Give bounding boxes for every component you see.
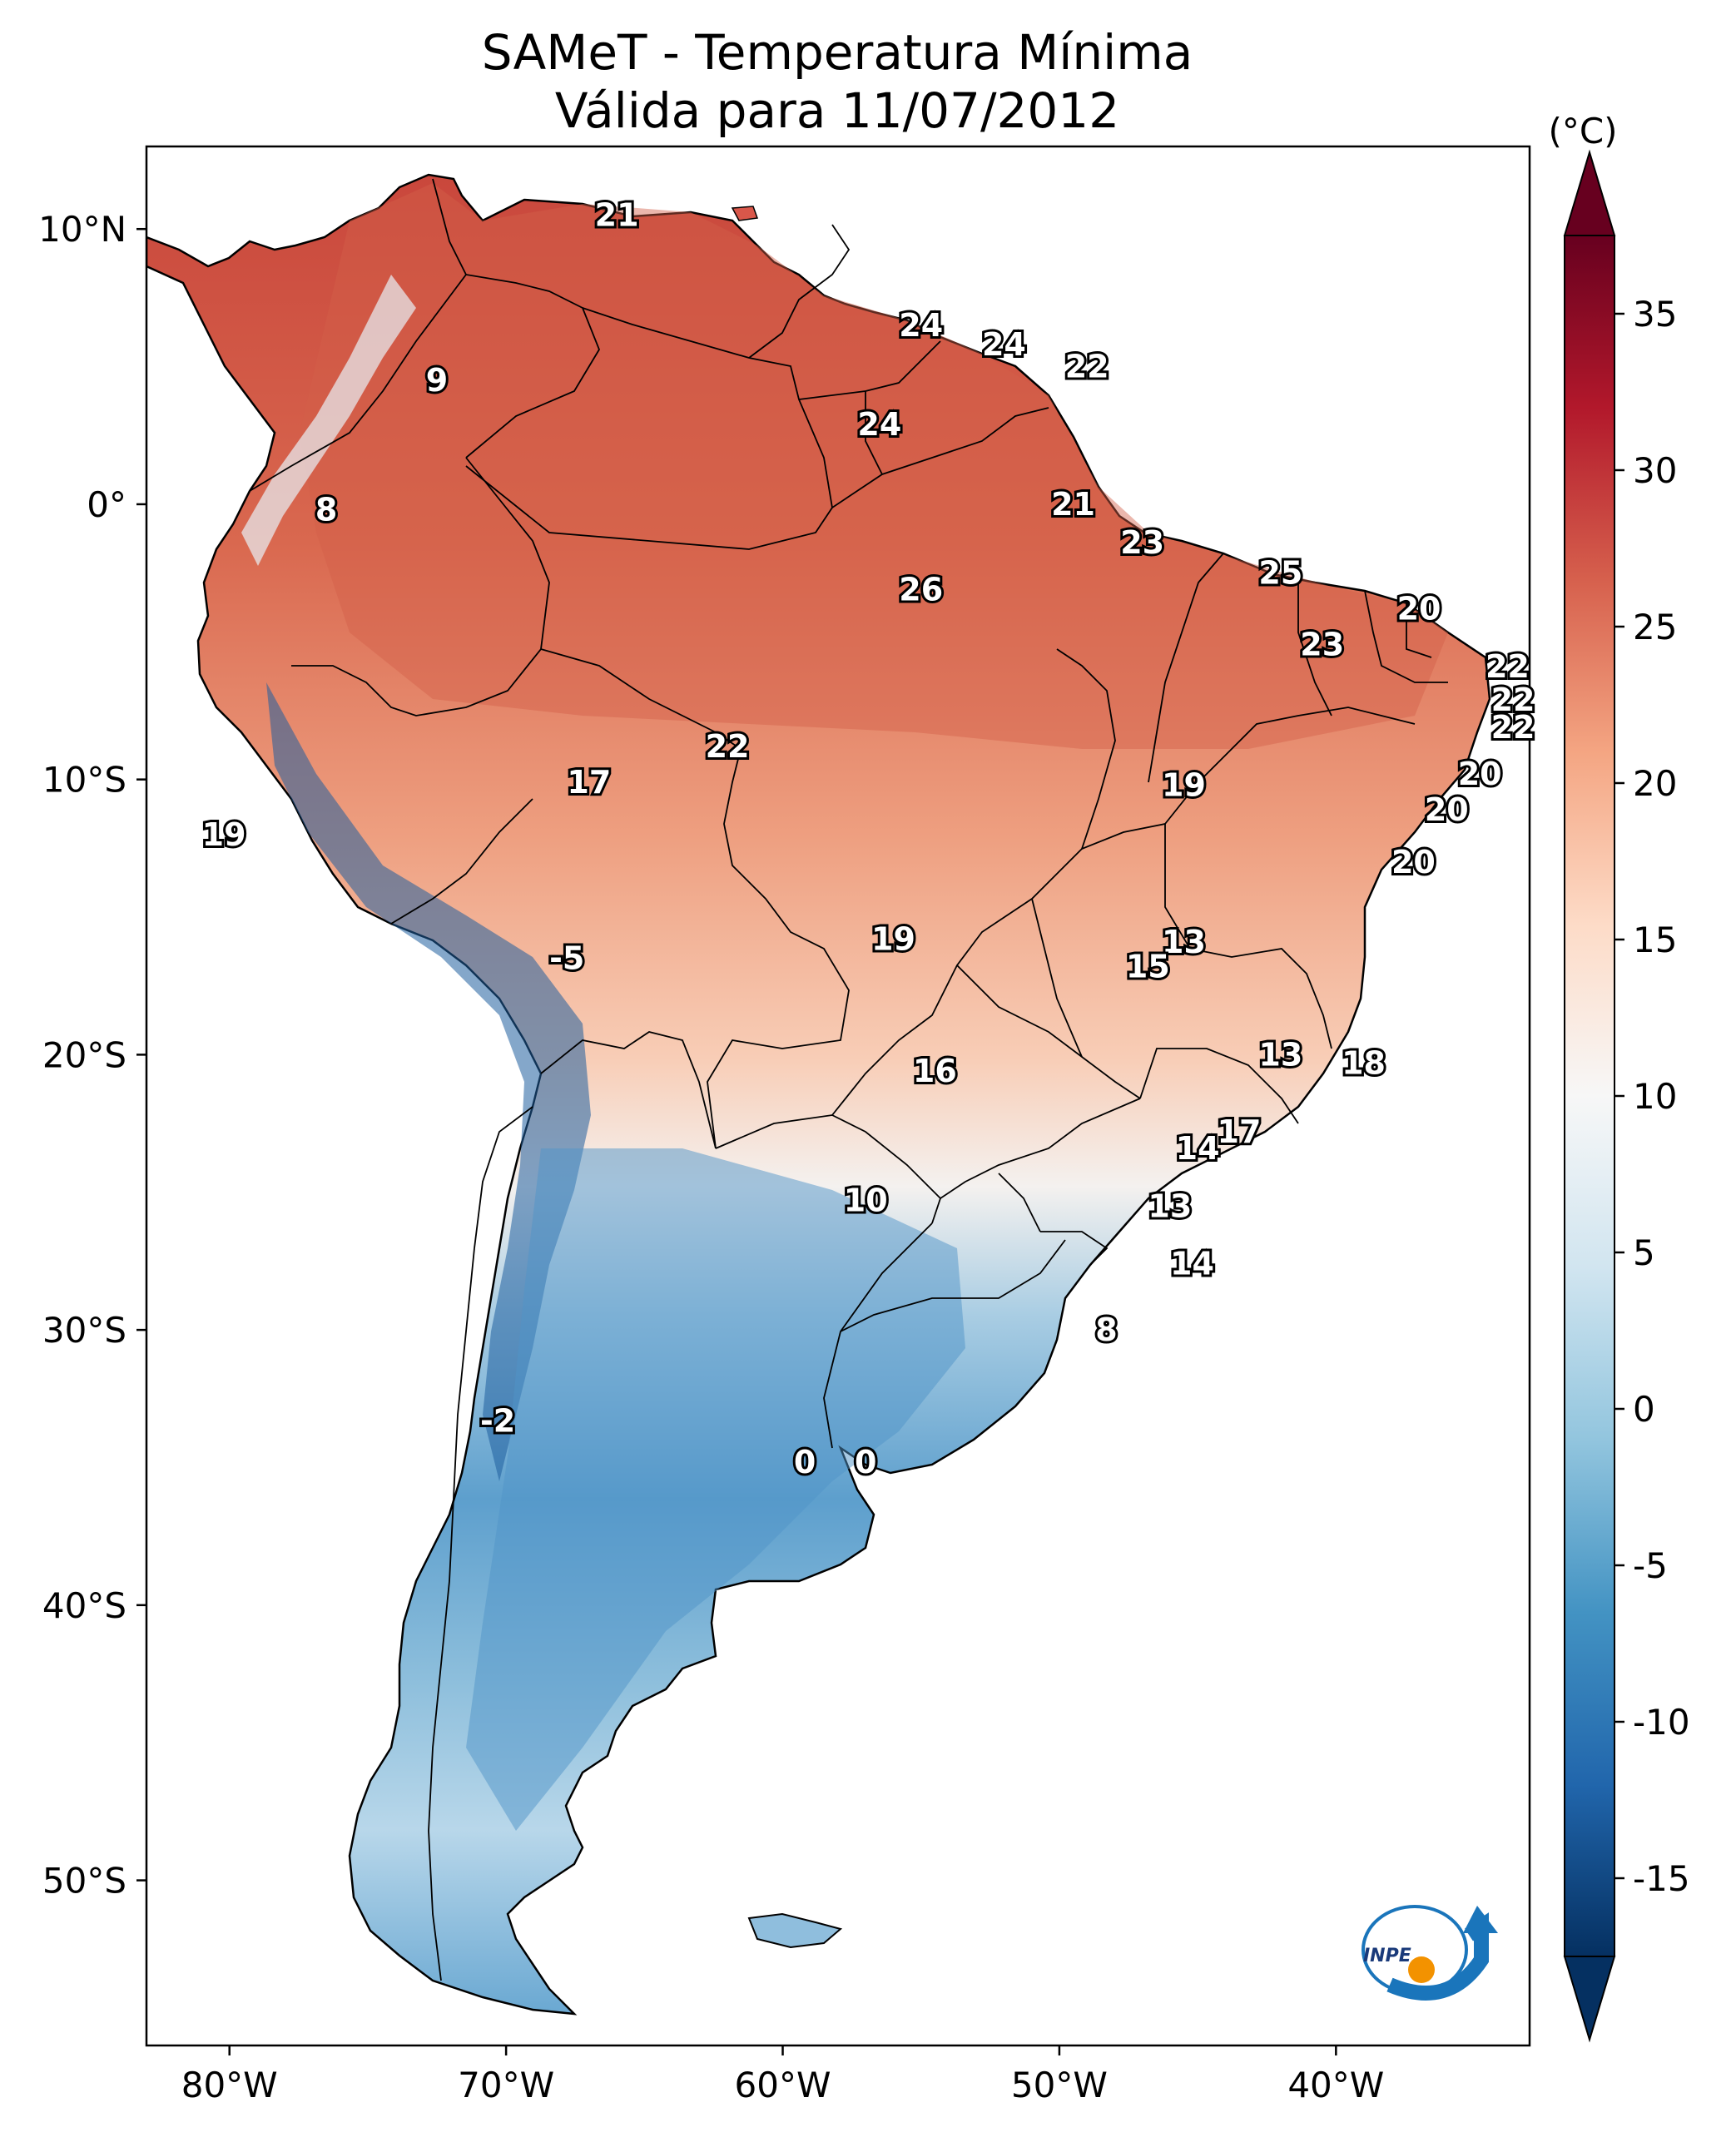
colorbar-gradient bbox=[1564, 235, 1615, 1957]
station-value-label: 20 bbox=[1391, 844, 1436, 880]
station-value-label: 9 bbox=[426, 362, 448, 399]
tropical-warm-region bbox=[300, 183, 1448, 749]
colorbar-tick-label: 0 bbox=[1633, 1389, 1655, 1430]
lat-tick-label: 0° bbox=[87, 484, 126, 525]
colorbar-tick-label: 25 bbox=[1633, 607, 1677, 647]
station-value-label: 20 bbox=[1425, 791, 1469, 828]
longitude-axis: 80°W 70°W 60°W 50°W 40°W bbox=[181, 2045, 1384, 2105]
station-value-label: 26 bbox=[899, 571, 943, 607]
station-value-label: 13 bbox=[1258, 1036, 1302, 1073]
station-value-label: 24 bbox=[982, 326, 1026, 363]
station-value-label: 0 bbox=[794, 1444, 816, 1480]
station-value-label: 24 bbox=[899, 307, 943, 344]
colorbar-tick-label: 30 bbox=[1633, 450, 1677, 491]
title-line-2: Válida para 11/07/2012 bbox=[554, 82, 1120, 139]
arrow-icon bbox=[1463, 1906, 1498, 1933]
station-value-label: 19 bbox=[202, 816, 246, 853]
colorbar-tick-label: -15 bbox=[1633, 1858, 1690, 1899]
colorbar: (°C) 35 30 25 20 15 10 5 0 -5 -10 -15 bbox=[1548, 111, 1690, 2043]
lat-tick-label: 20°S bbox=[42, 1034, 126, 1075]
station-value-label: 17 bbox=[1218, 1113, 1262, 1150]
map-frame bbox=[145, 145, 1531, 2047]
station-value-label: 19 bbox=[1162, 766, 1206, 803]
colorbar-top-extension bbox=[1563, 149, 1616, 236]
colorbar-unit: (°C) bbox=[1548, 111, 1617, 151]
falkland-islands bbox=[747, 1912, 843, 1949]
logo-sun bbox=[1408, 1956, 1435, 1983]
lon-tick-label: 40°W bbox=[1287, 2065, 1384, 2105]
colorbar-tick-label: 20 bbox=[1633, 763, 1677, 804]
station-value-label: 22 bbox=[1065, 349, 1109, 385]
station-value-label: 13 bbox=[1148, 1188, 1192, 1224]
lon-tick-label: 80°W bbox=[181, 2065, 278, 2105]
map-title: SAMeT - Temperatura Mínima Válida para 1… bbox=[0, 23, 1674, 140]
caribbean-islands bbox=[731, 206, 759, 221]
lon-tick-label: 70°W bbox=[458, 2065, 554, 2105]
station-value-label: 14 bbox=[1170, 1246, 1214, 1282]
station-value-label: 14 bbox=[1176, 1130, 1220, 1167]
station-value-label: -2 bbox=[480, 1402, 515, 1439]
station-value-label: 18 bbox=[1342, 1044, 1386, 1081]
station-value-label: 24 bbox=[857, 406, 901, 443]
title-line-1: SAMeT - Temperatura Mínima bbox=[481, 24, 1193, 81]
station-value-label: 10 bbox=[844, 1183, 888, 1219]
colorbar-tick-label: 10 bbox=[1633, 1076, 1677, 1117]
map-layer bbox=[146, 173, 1491, 2016]
station-value-label: 16 bbox=[913, 1053, 957, 1089]
lon-tick-label: 60°W bbox=[735, 2065, 831, 2105]
colorbar-tick-label: 15 bbox=[1633, 920, 1677, 960]
lat-tick-label: 40°S bbox=[42, 1585, 126, 1626]
station-value-label: 8 bbox=[1095, 1312, 1117, 1348]
andes-cold-band bbox=[266, 682, 591, 1481]
logo-text: INPE bbox=[1363, 1946, 1411, 1966]
colorbar-bottom-extension bbox=[1563, 1956, 1616, 2043]
station-value-label: 8 bbox=[315, 492, 337, 528]
colorbar-tick-label: 5 bbox=[1633, 1232, 1655, 1273]
latitude-axis: 10°N 0° 10°S 20°S 30°S 40°S 50°S bbox=[38, 209, 146, 1902]
station-value-label: 21 bbox=[595, 197, 639, 234]
station-value-label: 25 bbox=[1258, 555, 1302, 592]
station-value-label: -5 bbox=[549, 940, 584, 977]
lat-tick-label: 10°S bbox=[42, 760, 126, 801]
station-value-label: 23 bbox=[1120, 524, 1164, 561]
lat-tick-label: 50°S bbox=[42, 1861, 126, 1902]
colorbar-ticks: 35 30 25 20 15 10 5 0 -5 -10 -15 bbox=[1614, 294, 1690, 1899]
colorbar-tick-label: 35 bbox=[1633, 294, 1677, 335]
colorbar-tick-label: -5 bbox=[1633, 1545, 1668, 1586]
lon-tick-label: 50°W bbox=[1011, 2065, 1108, 2105]
andes-north-cool bbox=[241, 275, 416, 566]
station-value-label: 20 bbox=[1458, 756, 1502, 792]
station-value-label: 13 bbox=[1162, 924, 1206, 960]
station-value-label: 23 bbox=[1300, 627, 1344, 663]
station-value-label: 20 bbox=[1397, 591, 1441, 627]
station-value-label: 17 bbox=[567, 764, 611, 801]
station-value-label: 22 bbox=[706, 728, 750, 765]
lat-tick-label: 30°S bbox=[42, 1310, 126, 1351]
lat-tick-label: 10°N bbox=[38, 209, 126, 250]
station-value-label: 21 bbox=[1051, 486, 1095, 523]
southern-cone-cold bbox=[466, 1148, 965, 1831]
station-value-label: 0 bbox=[855, 1444, 876, 1480]
colorbar-tick-label: -10 bbox=[1633, 1702, 1690, 1743]
inpe-logo: INPE bbox=[1362, 1905, 1498, 2001]
station-value-label: 22 bbox=[1491, 709, 1535, 746]
political-borders bbox=[249, 178, 1448, 1981]
station-value-label: 22 bbox=[1486, 648, 1530, 685]
station-value-label: 19 bbox=[871, 920, 915, 957]
station-value-label: 15 bbox=[1126, 949, 1170, 985]
logo-swoosh bbox=[1386, 1912, 1489, 2001]
station-value-label: 22 bbox=[1491, 682, 1535, 718]
